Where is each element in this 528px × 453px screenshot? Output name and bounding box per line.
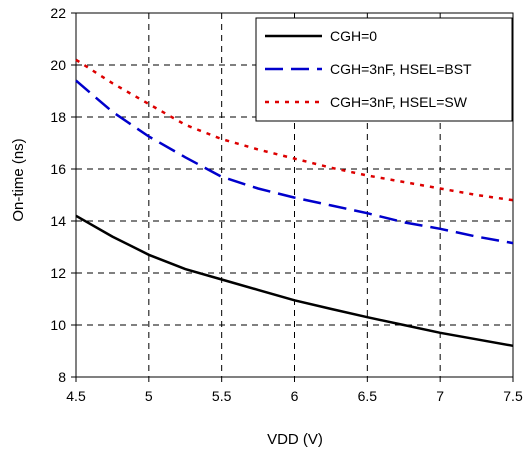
x-tick-label: 6	[291, 388, 299, 404]
x-tick-label: 5.5	[212, 388, 232, 404]
y-tick-label: 18	[50, 109, 66, 125]
y-tick-label: 14	[50, 213, 66, 229]
legend: CGH=0 CGH=3nF, HSEL=BST CGH=3nF, HSEL=SW	[255, 17, 513, 122]
y-tick-label: 20	[50, 57, 66, 73]
x-tick-label: 6.5	[358, 388, 378, 404]
series-line-3	[75, 58, 514, 202]
y-axis-title: On-time (ns)	[10, 138, 27, 221]
y-tick-label: 16	[50, 161, 66, 177]
x-tick-label: 5	[145, 388, 153, 404]
legend-label-1: CGH=0	[330, 28, 377, 44]
x-tick-label: 7.5	[503, 388, 523, 404]
y-tick-label: 8	[58, 369, 66, 385]
y-tick-label: 12	[50, 265, 66, 281]
series-line-2	[75, 79, 514, 245]
x-tick-label: 7	[436, 388, 444, 404]
y-tick-label: 10	[50, 317, 66, 333]
x-tick-label: 4.5	[66, 388, 86, 404]
y-axis-tick-labels: 8 10 12 14 16 18 20 22	[50, 5, 76, 385]
series-lines	[75, 58, 514, 348]
x-axis-title: VDD (V)	[267, 431, 323, 448]
legend-label-2: CGH=3nF, HSEL=BST	[330, 61, 472, 77]
series-line-1	[75, 214, 514, 348]
y-tick-label: 22	[50, 5, 66, 21]
x-axis-tick-labels: 4.5 5 5.5 6 6.5 7 7.5	[66, 377, 523, 404]
legend-label-3: CGH=3nF, HSEL=SW	[330, 94, 468, 110]
